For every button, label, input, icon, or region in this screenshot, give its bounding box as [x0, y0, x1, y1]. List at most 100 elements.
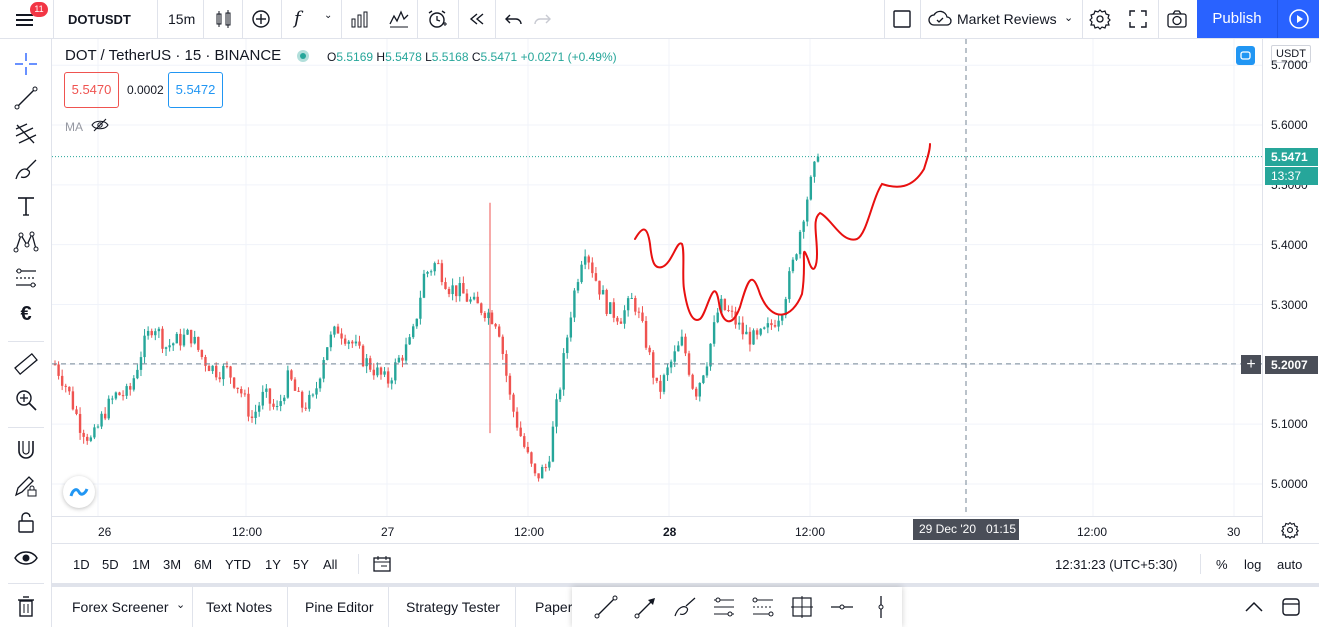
- candle-body: [737, 322, 741, 325]
- ma-indicator[interactable]: MA: [65, 118, 109, 134]
- time-tick: 28: [663, 525, 677, 539]
- range-all[interactable]: All: [323, 557, 338, 572]
- candle-body: [261, 391, 264, 406]
- unlock-icon[interactable]: [13, 509, 39, 535]
- candle-body: [490, 312, 494, 324]
- brush-icon[interactable]: [13, 157, 39, 183]
- publish-button[interactable]: Publish: [1197, 0, 1277, 38]
- log-toggle[interactable]: log: [1244, 557, 1262, 572]
- trend-line-icon[interactable]: [594, 595, 618, 619]
- menu-button[interactable]: 11: [10, 2, 48, 32]
- eye-hidden-icon[interactable]: [91, 118, 109, 132]
- range-5d[interactable]: 5D: [102, 557, 119, 572]
- price-chart[interactable]: [52, 39, 1262, 516]
- chevron-up-icon[interactable]: [1242, 596, 1266, 618]
- candle-body: [250, 416, 254, 418]
- undo-icon[interactable]: [503, 8, 525, 30]
- range-5y[interactable]: 5Y: [293, 557, 309, 572]
- range-1y[interactable]: 1Y: [265, 557, 281, 572]
- prediction-icon[interactable]: [13, 265, 39, 291]
- tab-strategy-tester[interactable]: Strategy Tester: [391, 587, 516, 627]
- fib-retracement-icon[interactable]: [13, 121, 39, 147]
- candle-body: [451, 285, 454, 295]
- candle-body: [121, 395, 125, 397]
- arrow-line-icon[interactable]: [634, 595, 658, 619]
- candle-body: [770, 323, 773, 326]
- financials-icon[interactable]: [349, 8, 371, 30]
- auto-toggle[interactable]: auto: [1277, 557, 1303, 572]
- compare-add-icon[interactable]: [250, 8, 272, 30]
- candle-body: [53, 364, 57, 366]
- range-1d[interactable]: 1D: [73, 557, 90, 572]
- time-tick: 30: [1227, 525, 1241, 539]
- candle-body: [480, 303, 483, 313]
- market-reviews-button[interactable]: Market Reviews ⌄: [928, 0, 1078, 38]
- chevron-down-icon: ⌄: [324, 10, 333, 21]
- play-button[interactable]: [1277, 0, 1319, 38]
- tab-label: Forex Screener: [72, 599, 169, 615]
- eye-icon[interactable]: [13, 545, 39, 571]
- range-ytd[interactable]: YTD: [225, 557, 251, 572]
- indicators-button[interactable]: f ⌄: [290, 8, 338, 30]
- euro-icon[interactable]: €: [20, 303, 32, 325]
- tradingview-logo[interactable]: [63, 476, 95, 508]
- range-3m[interactable]: 3M: [163, 557, 182, 572]
- pattern-icon[interactable]: [13, 229, 39, 255]
- gear-icon[interactable]: [1089, 8, 1111, 30]
- templates-icon[interactable]: [388, 8, 410, 30]
- candle-body: [204, 356, 207, 366]
- bottom-panel-tabs: Forex Screener ⌄ Text Notes Pine Editor …: [52, 583, 1319, 627]
- vertical-line-icon[interactable]: [869, 595, 893, 619]
- trend-line-icon[interactable]: [13, 85, 39, 111]
- chart-pane[interactable]: [52, 39, 1262, 543]
- alert-clock-icon[interactable]: [426, 8, 448, 30]
- tab-paper[interactable]: Paper: [535, 599, 573, 615]
- range-6m[interactable]: 6M: [194, 557, 213, 572]
- time-axis[interactable]: 26 12:00 27 12:00 28 12:00 12:00 30 29 D…: [52, 516, 1262, 543]
- candle-body: [501, 336, 504, 354]
- candles-icon[interactable]: [213, 8, 235, 30]
- candle-body: [648, 347, 651, 353]
- tab-text-notes[interactable]: Text Notes: [191, 587, 289, 627]
- fullscreen-icon[interactable]: [1127, 8, 1149, 30]
- parallel-channel-icon[interactable]: [712, 595, 736, 619]
- percent-toggle[interactable]: %: [1216, 557, 1228, 572]
- range-1m[interactable]: 1M: [132, 557, 151, 572]
- tab-pine-editor[interactable]: Pine Editor: [290, 587, 390, 627]
- ruler-icon[interactable]: [13, 351, 39, 377]
- price-axis[interactable]: USDT 5.70005.60005.50005.40005.30005.200…: [1262, 39, 1319, 543]
- magnet-icon[interactable]: [13, 437, 39, 463]
- tab-forex-screener[interactable]: Forex Screener ⌄: [57, 587, 193, 627]
- buy-button[interactable]: 5.5472: [168, 72, 223, 108]
- symbol-search[interactable]: DOTUSDT: [68, 12, 131, 27]
- crosshair-icon[interactable]: [13, 51, 39, 77]
- candle-body: [243, 393, 247, 395]
- candle-body: [422, 273, 426, 298]
- fib-levels-icon[interactable]: [751, 595, 775, 619]
- zoom-in-icon[interactable]: [13, 387, 39, 413]
- text-icon[interactable]: [13, 193, 39, 219]
- currency-label[interactable]: USDT: [1271, 45, 1311, 63]
- layout-square-icon[interactable]: [891, 8, 913, 30]
- candle-body: [340, 333, 343, 339]
- interval-button[interactable]: 15m: [168, 11, 196, 27]
- sell-button[interactable]: 5.5470: [64, 72, 119, 108]
- horizontal-line-icon[interactable]: [830, 595, 854, 619]
- candle-body: [673, 351, 676, 362]
- crosshair-plus-button[interactable]: +: [1241, 355, 1261, 374]
- maximize-panel-icon[interactable]: [1280, 596, 1302, 618]
- camera-icon[interactable]: [1166, 8, 1188, 30]
- gann-box-icon[interactable]: [790, 595, 814, 619]
- trash-icon[interactable]: [13, 593, 39, 619]
- redo-icon[interactable]: [531, 8, 553, 30]
- candle-body: [372, 369, 376, 376]
- lock-drawing-icon[interactable]: [13, 473, 39, 499]
- brush-icon[interactable]: [673, 595, 697, 619]
- settings-gear-icon[interactable]: [1281, 521, 1299, 539]
- time-tick: 27: [381, 525, 395, 539]
- clock-timezone[interactable]: 12:31:23 (UTC+5:30): [1055, 557, 1178, 572]
- candle-body: [361, 345, 365, 367]
- go-to-date-icon[interactable]: [372, 554, 392, 574]
- replay-icon[interactable]: [466, 8, 488, 30]
- auto-scale-button[interactable]: [1236, 46, 1255, 65]
